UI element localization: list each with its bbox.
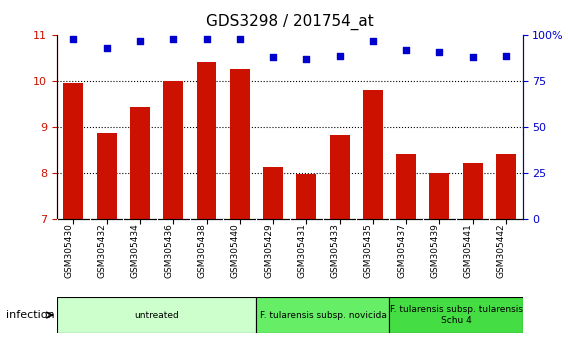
Text: GSM305439: GSM305439 bbox=[431, 223, 440, 278]
FancyBboxPatch shape bbox=[57, 297, 256, 333]
Point bbox=[102, 45, 111, 51]
Text: GSM305431: GSM305431 bbox=[297, 223, 306, 278]
Point bbox=[335, 53, 344, 58]
FancyBboxPatch shape bbox=[256, 297, 390, 333]
Text: GSM305441: GSM305441 bbox=[463, 223, 473, 278]
Text: GSM305432: GSM305432 bbox=[98, 223, 107, 278]
Bar bbox=[163, 81, 183, 219]
Text: F. tularensis subsp. novicida: F. tularensis subsp. novicida bbox=[260, 310, 386, 320]
Text: GSM305430: GSM305430 bbox=[64, 223, 73, 278]
Text: GSM305434: GSM305434 bbox=[131, 223, 140, 278]
Bar bbox=[230, 69, 250, 219]
Point bbox=[235, 36, 244, 42]
Text: untreated: untreated bbox=[134, 310, 179, 320]
Bar bbox=[263, 166, 283, 219]
FancyBboxPatch shape bbox=[390, 297, 523, 333]
Text: F. tularensis subsp. tularensis
Schu 4: F. tularensis subsp. tularensis Schu 4 bbox=[390, 306, 523, 325]
Point bbox=[135, 38, 144, 44]
Text: GSM305435: GSM305435 bbox=[364, 223, 373, 278]
Bar bbox=[496, 154, 516, 219]
Bar bbox=[97, 133, 116, 219]
Text: infection: infection bbox=[6, 310, 55, 320]
Bar bbox=[197, 62, 216, 219]
Point bbox=[468, 55, 477, 60]
Point bbox=[302, 57, 311, 62]
Point bbox=[69, 36, 78, 42]
Point bbox=[435, 49, 444, 55]
Bar bbox=[463, 163, 483, 219]
Bar bbox=[296, 175, 316, 219]
Point bbox=[402, 47, 411, 53]
Bar bbox=[329, 135, 349, 219]
Point bbox=[269, 55, 278, 60]
Text: GSM305440: GSM305440 bbox=[231, 223, 240, 278]
Text: GSM305438: GSM305438 bbox=[198, 223, 207, 278]
Text: GSM305433: GSM305433 bbox=[331, 223, 340, 278]
Text: GSM305437: GSM305437 bbox=[397, 223, 406, 278]
Text: GSM305442: GSM305442 bbox=[497, 223, 506, 278]
Text: GSM305436: GSM305436 bbox=[164, 223, 173, 278]
Point bbox=[368, 38, 377, 44]
Point bbox=[169, 36, 178, 42]
Text: GDS3298 / 201754_at: GDS3298 / 201754_at bbox=[206, 14, 374, 30]
Point bbox=[202, 36, 211, 42]
Bar bbox=[396, 154, 416, 219]
Bar bbox=[64, 83, 83, 219]
Text: GSM305429: GSM305429 bbox=[264, 223, 273, 278]
Point bbox=[502, 53, 511, 58]
Bar bbox=[363, 90, 383, 219]
Bar bbox=[429, 172, 449, 219]
Bar bbox=[130, 107, 150, 219]
